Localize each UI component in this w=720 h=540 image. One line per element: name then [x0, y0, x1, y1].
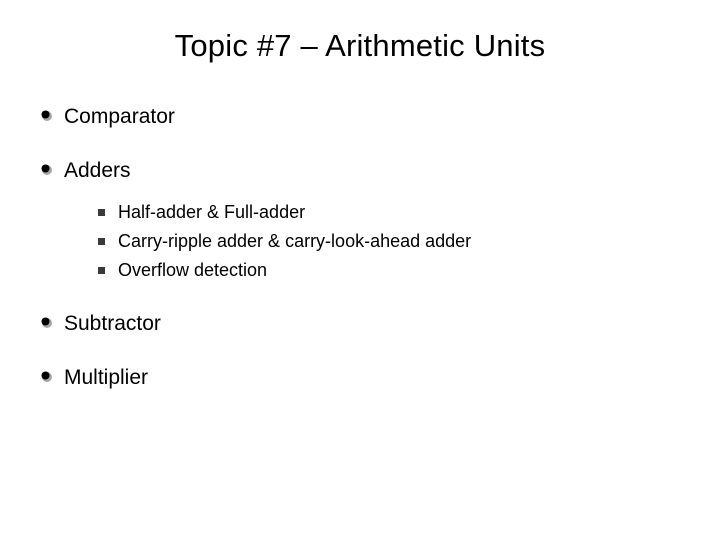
list-item-label: Half-adder & Full-adder	[118, 202, 305, 222]
slide-title: Topic #7 – Arithmetic Units	[0, 28, 720, 64]
list-item: Comparator	[42, 104, 720, 130]
slide: Topic #7 – Arithmetic Units Comparator Ad…	[0, 0, 720, 540]
list-item-label: Subtractor	[64, 312, 161, 335]
list-item-label: Comparator	[64, 105, 175, 128]
square-bullet-icon	[98, 238, 105, 245]
list-item: Multiplier	[42, 365, 720, 391]
bullet-icon	[42, 165, 50, 173]
bullet-list-level2: Half-adder & Full-adder Carry-ripple adde…	[64, 201, 720, 283]
bullet-icon	[42, 371, 50, 379]
list-item-label: Carry-ripple adder & carry-look-ahead ad…	[118, 231, 471, 251]
list-item: Carry-ripple adder & carry-look-ahead ad…	[98, 230, 720, 253]
bullet-icon	[42, 317, 50, 325]
square-bullet-icon	[98, 267, 105, 274]
list-item: Adders Half-adder & Full-adder Carry-rippl…	[42, 158, 720, 282]
bullet-icon	[42, 110, 50, 118]
list-item-label: Adders	[64, 159, 131, 182]
list-item: Half-adder & Full-adder	[98, 201, 720, 224]
list-item-label: Overflow detection	[118, 260, 267, 280]
list-item-label: Multiplier	[64, 366, 148, 389]
bullet-list-level1: Comparator Adders Half-adder & Full-adder C…	[0, 104, 720, 391]
list-item: Overflow detection	[98, 259, 720, 282]
square-bullet-icon	[98, 209, 105, 216]
list-item: Subtractor	[42, 311, 720, 337]
